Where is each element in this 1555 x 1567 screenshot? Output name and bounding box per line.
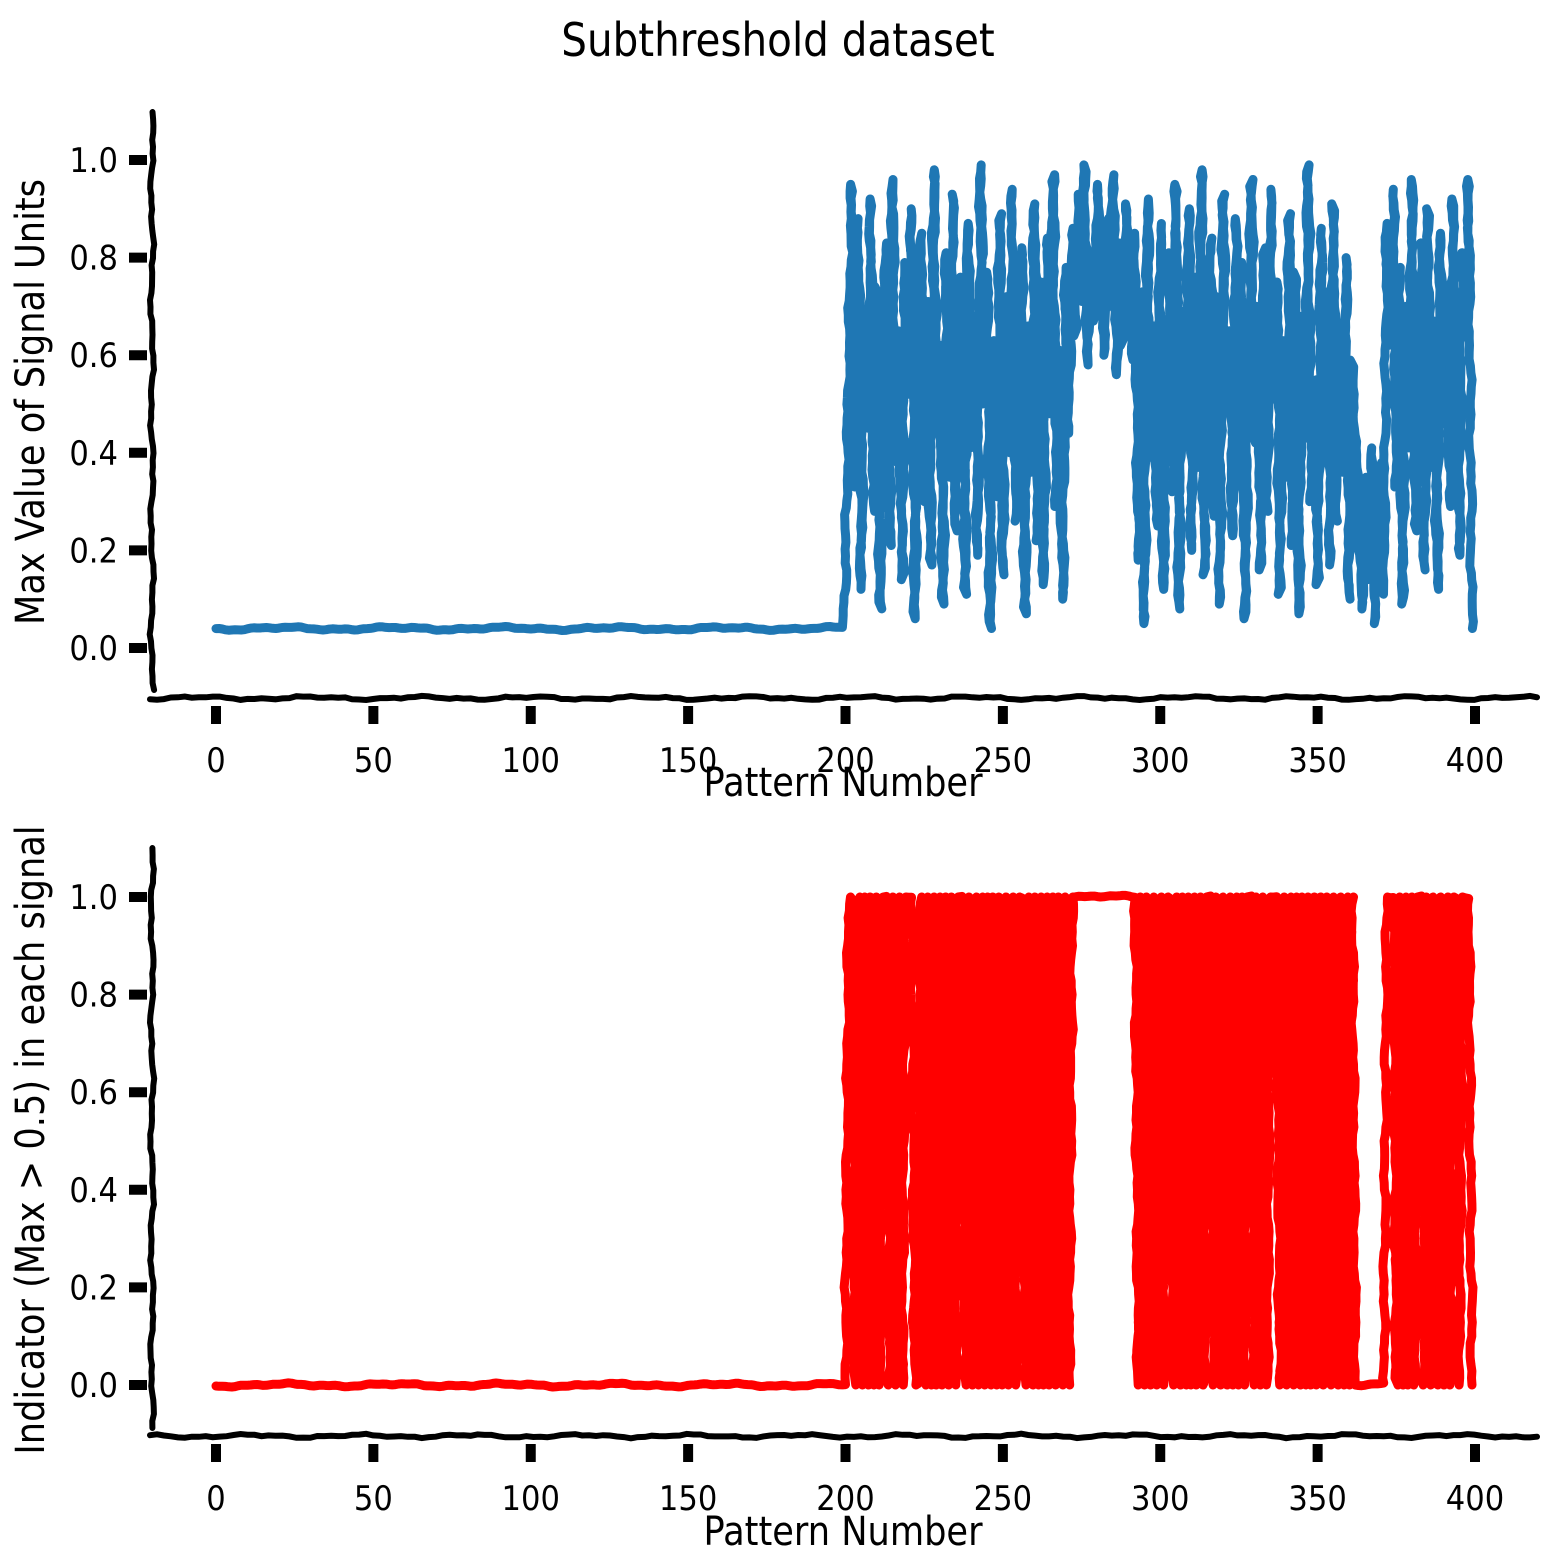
x-tick-label: 0 [206,740,225,780]
y-axis-spine [146,109,158,693]
y-tick-label: 0.6 [69,336,118,376]
x-tick-label: 350 [1288,1478,1346,1518]
x-tick-label: 200 [816,740,874,780]
x-tick-label: 0 [206,1478,225,1518]
x-tick-label: 400 [1446,740,1504,780]
indicator-series [211,890,1478,1392]
bottom-y-axis-label: Indicator (Max > 0.5) in each signal [7,825,54,1454]
top-subplot-axes: 0.0 0.2 0.4 0.6 0.8 1.0 0 50 100 150 200 250 300 350 4… [69,109,1540,780]
y-tick-label: 1.0 [69,140,118,180]
max-signal-series [211,160,1478,635]
max-signal-line [211,160,1478,635]
x-tick-label: 300 [1131,1478,1189,1518]
y-tick-label: 0.2 [69,531,118,571]
x-tick-label: 300 [1131,740,1189,780]
y-tick-label: 0.0 [69,1365,118,1405]
x-tick-label: 250 [974,740,1032,780]
x-tick-label: 50 [354,1478,393,1518]
x-tick-label: 200 [816,1478,874,1518]
y-tick-label: 0.4 [69,1170,118,1210]
y-tick-label: 0.8 [69,975,118,1015]
y-tick-label: 1.0 [69,877,118,917]
top-y-axis-label: Max Value of Signal Units [7,179,54,625]
y-tick-label: 0.0 [69,628,118,668]
x-tick-label: 50 [354,740,393,780]
y-axis-spine [146,845,158,1431]
bottom-subplot-axes: 0.0 0.2 0.4 0.6 0.8 1.0 0 50 100 150 200 250 300 350 4… [69,845,1540,1518]
x-tick-label: 250 [974,1478,1032,1518]
figure-title: Subthreshold dataset [561,15,994,68]
x-axis-spine [147,1430,1540,1442]
x-tick-label: 350 [1288,740,1346,780]
bottom-x-axis-label: Pattern Number [703,1508,983,1555]
top-x-axis-label: Pattern Number [703,759,983,806]
y-tick-label: 0.6 [69,1073,118,1113]
x-axis-spine [147,692,1540,704]
y-tick-label: 0.2 [69,1268,118,1308]
x-tick-label: 400 [1446,1478,1504,1518]
y-tick-label: 0.4 [69,433,118,473]
x-tick-label: 100 [502,740,560,780]
indicator-line [211,890,1478,1392]
x-tick-label: 150 [659,740,717,780]
x-tick-label: 100 [502,1478,560,1518]
y-tick-label: 0.8 [69,238,118,278]
x-tick-label: 150 [659,1478,717,1518]
